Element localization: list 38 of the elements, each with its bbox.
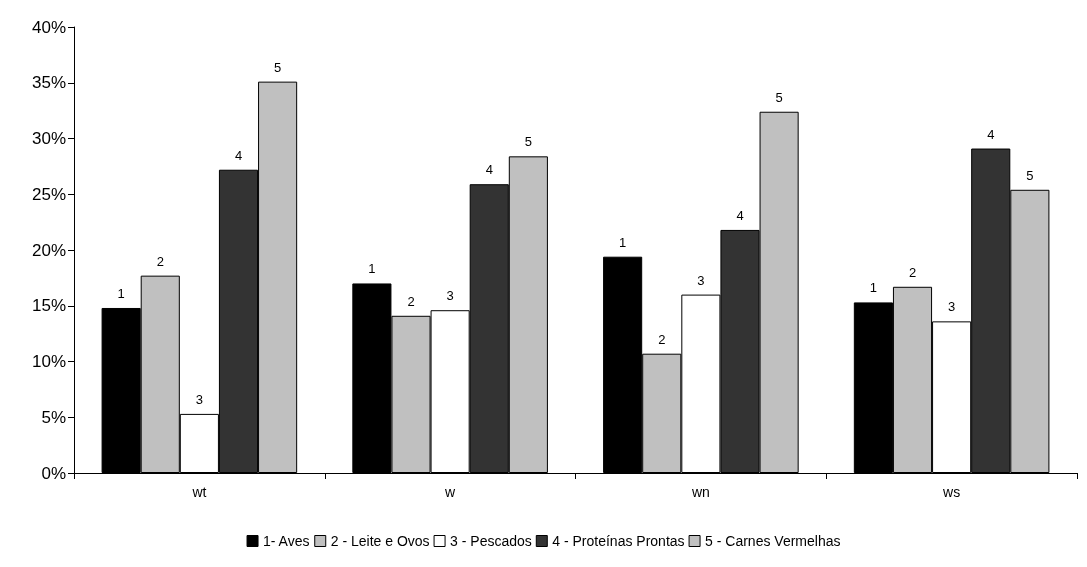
annotation: 5 (524, 134, 532, 150)
legend-label: 3 - Pescados (450, 533, 532, 549)
y-tick-label: 25% (31, 184, 66, 204)
legend-label: 2 - Leite e Ovos (330, 533, 430, 549)
annotation: 2 (407, 293, 415, 309)
x-tick-label: wt (191, 484, 207, 500)
annotation: 1 (117, 285, 125, 301)
annotation: 4 (485, 162, 493, 178)
x-tick-label: ws (942, 484, 961, 500)
legend-label: 1- Aves (263, 533, 310, 549)
legend-label: 4 - Proteínas Prontas (552, 533, 685, 549)
y-tick-label: 10% (31, 352, 66, 371)
annotation: 5 (273, 59, 282, 75)
annotation: 1 (368, 261, 376, 277)
annotation: 5 (1026, 167, 1034, 183)
y-tick-label: 15% (31, 296, 66, 316)
annotation: 4 (987, 126, 995, 142)
annotation: 1 (869, 280, 878, 296)
legend-label: 5 - Carnes Vermelhas (705, 533, 841, 549)
annotation: 3 (948, 299, 956, 315)
annotation: 3 (446, 288, 454, 304)
x-tick-label: wn (690, 484, 710, 500)
y-tick-label: 30% (31, 129, 66, 148)
annotation: 1 (619, 234, 627, 250)
annotation: 5 (775, 89, 783, 105)
annotation: 2 (908, 264, 917, 280)
y-tick-label: 20% (31, 240, 66, 260)
x-tick-label: w (444, 484, 457, 500)
annotation: 3 (697, 272, 705, 288)
y-tick-label: 0% (41, 463, 66, 483)
annotation: 4 (736, 207, 744, 223)
y-tick-label: 40% (31, 17, 66, 37)
annotation: 2 (156, 253, 164, 269)
annotation: 3 (195, 391, 203, 407)
annotation: 4 (234, 147, 243, 163)
annotation: 2 (658, 331, 666, 347)
y-tick-label: 5% (41, 407, 66, 427)
y-tick-label: 35% (31, 73, 66, 93)
